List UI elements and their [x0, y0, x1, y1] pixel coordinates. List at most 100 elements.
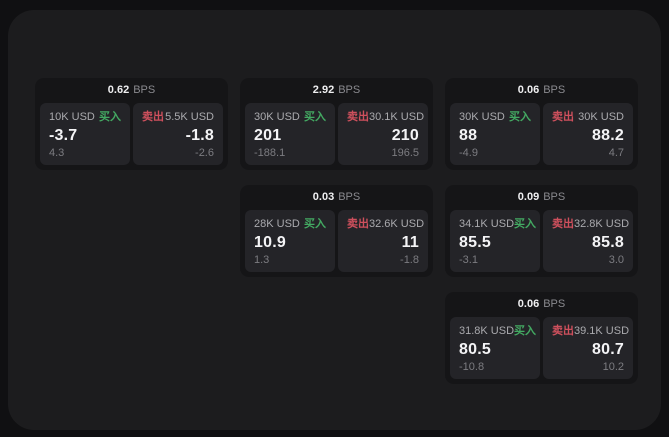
sell-price: 11	[401, 234, 419, 252]
sell-size: 5.5K USD	[165, 111, 214, 123]
buy-label: 买入	[304, 218, 326, 230]
quote-tiles: 31.8K USD 买入 80.5 -10.8 卖出 39.1K USD 80.…	[445, 317, 638, 384]
bps-unit: BPS	[543, 298, 566, 310]
bps-header: 0.09 BPS	[445, 185, 638, 210]
bps-unit: BPS	[133, 84, 156, 96]
buy-price: 10.9	[254, 234, 286, 252]
sell-price: 210	[391, 127, 419, 145]
sell-tile-header: 卖出 32.6K USD	[347, 218, 424, 230]
bps-value: 0.09	[517, 191, 540, 203]
buy-sub-value: 4.3	[49, 146, 65, 159]
buy-size: 30K USD	[459, 111, 505, 123]
sell-tile[interactable]: 卖出 30K USD 88.2 4.7	[543, 103, 633, 165]
buy-tile-header: 30K USD 买入	[459, 111, 531, 123]
bps-header: 0.62 BPS	[35, 78, 228, 103]
buy-sub-value: -10.8	[459, 360, 485, 373]
quotes-panel: 0.62 BPS 10K USD 买入 -3.7 4.3 卖出	[8, 10, 661, 430]
buy-label: 买入	[514, 218, 537, 230]
buy-label: 买入	[514, 325, 537, 337]
buy-tile-header: 30K USD 买入	[254, 111, 326, 123]
buy-price: 85.5	[459, 234, 491, 252]
buy-tile-header: 34.1K USD 买入	[459, 218, 536, 230]
quote-card: 2.92 BPS 30K USD 买入 201 -188.1 卖出	[240, 78, 433, 170]
buy-tile-header: 28K USD 买入	[254, 218, 326, 230]
bps-value: 0.06	[517, 298, 540, 310]
bps-value: 0.62	[107, 84, 130, 96]
buy-label: 买入	[99, 111, 121, 123]
sell-tile-header: 卖出 30K USD	[552, 111, 624, 123]
buy-size: 31.8K USD	[459, 325, 515, 337]
sell-tile-header: 卖出 39.1K USD	[552, 325, 629, 337]
bps-header: 0.06 BPS	[445, 78, 638, 103]
bps-header: 0.03 BPS	[240, 185, 433, 210]
buy-label: 买入	[304, 111, 326, 123]
sell-size: 39.1K USD	[574, 325, 630, 337]
sell-tile-header: 卖出 5.5K USD	[142, 111, 214, 123]
quote-tiles: 30K USD 买入 201 -188.1 卖出 30.1K USD 210 1…	[240, 103, 433, 170]
bps-header: 0.06 BPS	[445, 292, 638, 317]
buy-label: 买入	[509, 111, 531, 123]
bps-unit: BPS	[338, 191, 361, 203]
sell-tile-header: 卖出 30.1K USD	[347, 111, 424, 123]
sell-price: -1.8	[185, 127, 214, 145]
buy-size: 30K USD	[254, 111, 300, 123]
quote-card: 0.09 BPS 34.1K USD 买入 85.5 -3.1 卖出	[445, 185, 638, 277]
quote-tiles: 10K USD 买入 -3.7 4.3 卖出 5.5K USD -1.8 -2.…	[35, 103, 228, 170]
buy-price: 80.5	[459, 341, 491, 359]
sell-tile-header: 卖出 32.8K USD	[552, 218, 629, 230]
buy-price: -3.7	[49, 127, 78, 145]
buy-sub-value: -188.1	[254, 146, 286, 159]
buy-tile[interactable]: 28K USD 买入 10.9 1.3	[245, 210, 335, 272]
buy-tile[interactable]: 10K USD 买入 -3.7 4.3	[40, 103, 130, 165]
quote-card: 0.06 BPS 30K USD 买入 88 -4.9 卖出	[445, 78, 638, 170]
sell-sub-value: -1.8	[400, 253, 419, 266]
buy-size: 10K USD	[49, 111, 95, 123]
buy-tile[interactable]: 30K USD 买入 201 -188.1	[245, 103, 335, 165]
bps-unit: BPS	[543, 191, 566, 203]
quote-tiles: 30K USD 买入 88 -4.9 卖出 30K USD 88.2 4.7	[445, 103, 638, 170]
sell-sub-value: 196.5	[391, 146, 419, 159]
quote-card: 0.06 BPS 31.8K USD 买入 80.5 -10.8 卖	[445, 292, 638, 384]
bps-value: 2.92	[312, 84, 335, 96]
bps-header: 2.92 BPS	[240, 78, 433, 103]
sell-tile[interactable]: 卖出 5.5K USD -1.8 -2.6	[133, 103, 223, 165]
bps-value: 0.03	[312, 191, 335, 203]
buy-sub-value: -3.1	[459, 253, 478, 266]
sell-label: 卖出	[347, 111, 369, 123]
buy-price: 201	[254, 127, 282, 145]
buy-sub-value: -4.9	[459, 146, 478, 159]
sell-sub-value: 4.7	[608, 146, 624, 159]
sell-tile[interactable]: 卖出 32.6K USD 11 -1.8	[338, 210, 428, 272]
sell-size: 32.6K USD	[369, 218, 425, 230]
bps-unit: BPS	[338, 84, 361, 96]
sell-size: 32.8K USD	[574, 218, 630, 230]
buy-tile-header: 31.8K USD 买入	[459, 325, 536, 337]
quote-card: 0.62 BPS 10K USD 买入 -3.7 4.3 卖出	[35, 78, 228, 170]
buy-size: 28K USD	[254, 218, 300, 230]
sell-price: 85.8	[592, 234, 624, 252]
sell-label: 卖出	[552, 218, 574, 230]
sell-size: 30K USD	[578, 111, 624, 123]
bps-value: 0.06	[517, 84, 540, 96]
sell-price: 88.2	[592, 127, 624, 145]
bps-unit: BPS	[543, 84, 566, 96]
buy-sub-value: 1.3	[254, 253, 270, 266]
buy-tile[interactable]: 31.8K USD 买入 80.5 -10.8	[450, 317, 540, 379]
sell-tile[interactable]: 卖出 39.1K USD 80.7 10.2	[543, 317, 633, 379]
sell-tile[interactable]: 卖出 32.8K USD 85.8 3.0	[543, 210, 633, 272]
sell-label: 卖出	[142, 111, 164, 123]
quote-tiles: 28K USD 买入 10.9 1.3 卖出 32.6K USD 11 -1.8	[240, 210, 433, 277]
sell-sub-value: -2.6	[195, 146, 214, 159]
quote-tiles: 34.1K USD 买入 85.5 -3.1 卖出 32.8K USD 85.8…	[445, 210, 638, 277]
buy-size: 34.1K USD	[459, 218, 515, 230]
sell-label: 卖出	[552, 325, 574, 337]
buy-tile[interactable]: 34.1K USD 买入 85.5 -3.1	[450, 210, 540, 272]
sell-sub-value: 3.0	[608, 253, 624, 266]
buy-price: 88	[459, 127, 478, 145]
sell-size: 30.1K USD	[369, 111, 425, 123]
quote-grid: 0.62 BPS 10K USD 买入 -3.7 4.3 卖出	[35, 78, 638, 384]
sell-tile[interactable]: 卖出 30.1K USD 210 196.5	[338, 103, 428, 165]
sell-price: 80.7	[592, 341, 624, 359]
buy-tile[interactable]: 30K USD 买入 88 -4.9	[450, 103, 540, 165]
